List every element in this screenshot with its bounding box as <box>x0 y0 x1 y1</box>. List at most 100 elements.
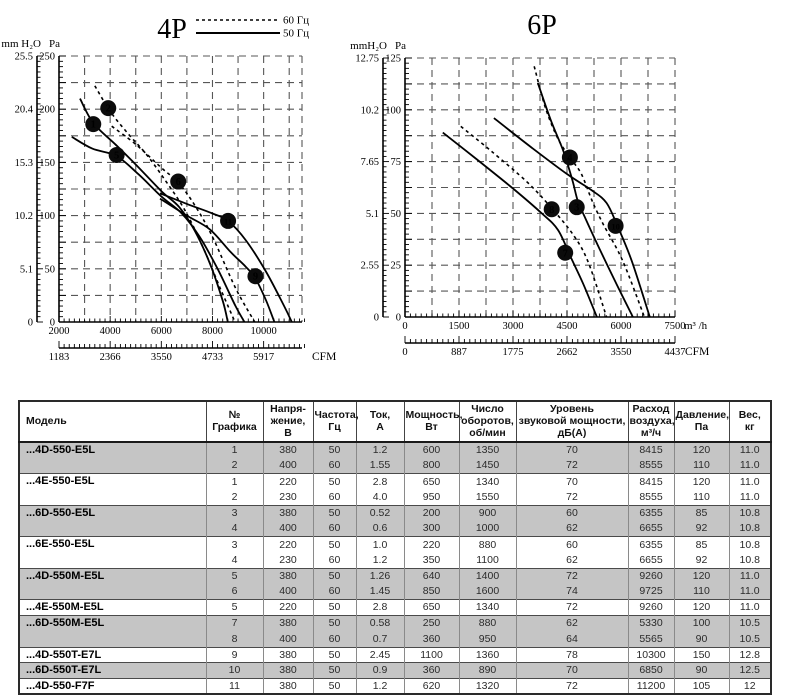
table-cell: 10.8 <box>728 505 772 521</box>
table-cell: 120 <box>673 473 730 490</box>
table-cell: 1400 <box>458 568 517 584</box>
flow-tick-label: 4000 <box>100 326 121 337</box>
cfm-tick-label: 887 <box>451 347 467 358</box>
table-cell: 1.2 <box>355 552 405 569</box>
model-cell: ...6D-550T-E7L <box>18 662 207 679</box>
table-cell: 6355 <box>627 536 675 553</box>
table-cell: 1000 <box>458 521 517 537</box>
table-cell: 220 <box>262 536 314 553</box>
table-cell: 9260 <box>627 568 675 584</box>
table-row: ...4D-550-F7F 11 380 50 1.2 620 1320 72 11200 105… <box>18 678 772 695</box>
curve-7 <box>442 131 598 318</box>
ticks <box>37 55 306 348</box>
table-row: ...6D-550M-E5L 7 380 50 0.58 250 880 62 5330 100 1… <box>18 615 772 647</box>
curve-2 <box>94 85 236 323</box>
cfm-tick-label: 4437 <box>665 347 686 358</box>
table-cell: 62 <box>515 552 629 569</box>
pa-tick-label: 100 <box>39 211 55 222</box>
col-header-2: № Графика <box>205 400 264 444</box>
mm-tick-label: 20.4 <box>15 105 34 116</box>
y-unit-left: mm H₂O <box>1 38 41 50</box>
table-cell: 11.0 <box>728 489 772 506</box>
cfm-unit-label: CFM <box>685 346 709 358</box>
table-cell: 50 <box>312 505 357 521</box>
table-cell: 50 <box>312 662 357 679</box>
flow-tick-label: 1500 <box>449 321 470 332</box>
table-cell: 890 <box>458 662 517 679</box>
table-cell: 6655 <box>627 521 675 537</box>
table-cell: 220 <box>262 599 314 616</box>
table-cell: 230 <box>262 489 314 506</box>
table-cell: 10.5 <box>728 615 772 632</box>
mm-tick-label: 10.2 <box>15 211 33 222</box>
flow-tick-label: 4500 <box>557 321 578 332</box>
table-group: ...6D-550T-E7L 10 380 50 0.9 360 890 70 6850 90 12… <box>18 662 772 679</box>
table-cell: 8555 <box>627 489 675 506</box>
table-cell: 380 <box>262 442 314 458</box>
cfm-tick-label: 2662 <box>557 347 578 358</box>
table-cell: 1360 <box>458 647 517 663</box>
table-cell: 60 <box>515 536 629 553</box>
curve-10 <box>493 117 651 318</box>
table-cell: 70 <box>515 442 629 458</box>
pa-tick-label: 25 <box>391 261 402 272</box>
table-cell: 1.2 <box>355 442 405 458</box>
table-cell: 380 <box>262 662 314 679</box>
table-cell: 70 <box>515 662 629 679</box>
mm-tick-label: 12.75 <box>355 54 379 65</box>
flow-tick-label: 7500 <box>665 321 686 332</box>
cfm-tick-label: 0 <box>402 347 407 358</box>
table-cell: 11 <box>205 678 264 695</box>
table-cell: 0.52 <box>355 505 405 521</box>
table-cell: 60 <box>312 584 357 600</box>
table-cell: 880 <box>458 615 517 632</box>
flow-tick-label: 2000 <box>49 326 70 337</box>
table-cell: 1 <box>205 473 264 490</box>
table-cell: 4 <box>205 521 264 537</box>
model-cell: ...6D-550M-E5L <box>18 615 207 647</box>
table-cell: 92 <box>673 521 730 537</box>
table-cell: 10300 <box>627 647 675 663</box>
table-group: ...6E-550-E5L 3 220 50 1.0 220 880 60 6355 85 10.8… <box>18 536 772 569</box>
table-row: ...4E-550-E5L 1 220 50 2.8 650 1340 70 8415 120 11… <box>18 473 772 506</box>
curve-marker-10: 10 <box>607 217 624 234</box>
model-cell: ...4D-550T-E7L <box>18 647 207 663</box>
curve-9 <box>159 197 276 323</box>
pa-tick-label: 0 <box>396 313 401 324</box>
table-cell: 0.58 <box>355 615 405 632</box>
table-cell: 8 <box>205 631 264 647</box>
curve-3 <box>536 82 634 318</box>
cfm-tick-label: 4733 <box>202 352 223 363</box>
table-cell: 50 <box>312 615 357 632</box>
table-cell: 380 <box>262 678 314 695</box>
table-row: 4 400 60 0.6 300 1000 62 6655 92 10.8 <box>19 521 772 537</box>
table-cell: 90 <box>673 662 730 679</box>
col-header-8: Уровень звуковой мощности, дБ(А) <box>515 400 629 444</box>
curve-marker-1: 1 <box>85 116 102 133</box>
curve-marker-8: 8 <box>543 201 560 218</box>
table-row: 8 400 60 0.7 360 950 64 5565 90 10.5 <box>19 631 772 647</box>
table-cell: 11.0 <box>728 458 772 474</box>
table-cell: 4.0 <box>355 489 405 506</box>
table-cell: 640 <box>403 568 460 584</box>
grid <box>405 57 676 317</box>
table-cell: 380 <box>262 505 314 521</box>
table-cell: 650 <box>403 473 460 490</box>
table-cell: 2.45 <box>355 647 405 663</box>
table-cell: 50 <box>312 599 357 616</box>
table-cell: 350 <box>403 552 460 569</box>
table-cell: 360 <box>403 662 460 679</box>
table-group: ...4D-550T-E7L 9 380 50 2.45 1100 1360 78 10300 1… <box>18 647 772 663</box>
table-cell: 900 <box>458 505 517 521</box>
table-row: ...4D-550T-E7L 9 380 50 2.45 1100 1360 78 10300 1… <box>18 647 772 663</box>
table-cell: 60 <box>312 552 357 569</box>
pa-tick-label: 50 <box>391 209 402 220</box>
table-cell: 5 <box>205 568 264 584</box>
table-cell: 150 <box>673 647 730 663</box>
table-cell: 5565 <box>627 631 675 647</box>
table-cell: 1.0 <box>355 536 405 553</box>
table-cell: 72 <box>515 678 629 695</box>
table-cell: 2 <box>205 458 264 474</box>
table-cell: 110 <box>673 458 730 474</box>
